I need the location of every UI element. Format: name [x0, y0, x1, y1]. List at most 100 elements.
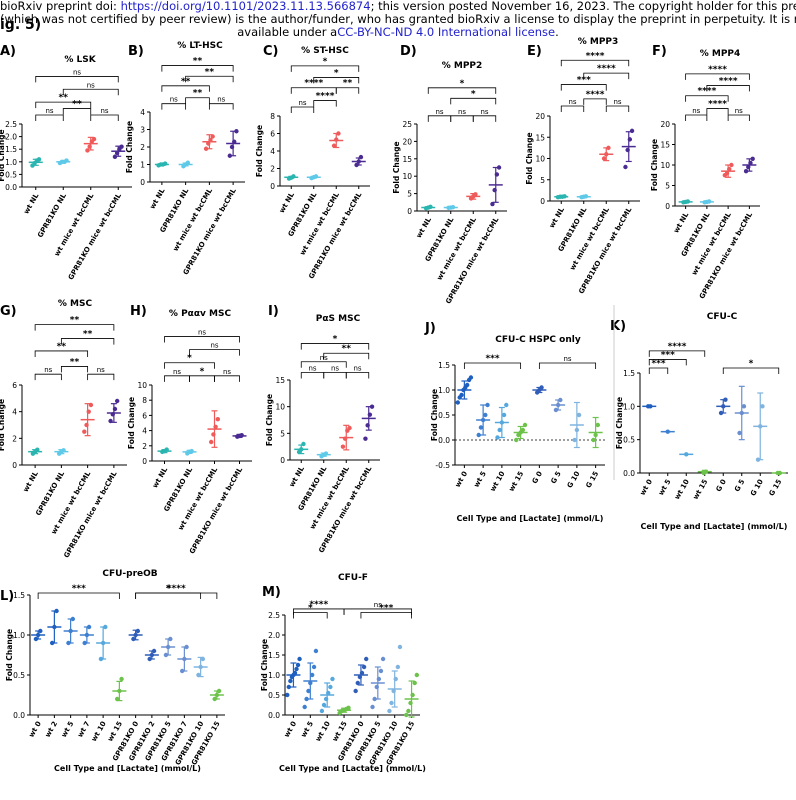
panel-label-F: F) [652, 44, 667, 59]
sig-label-H: * [187, 354, 192, 364]
data-point-H [239, 432, 244, 438]
sig-bracket-M [293, 612, 328, 619]
x-tick-label-L: wt 5 [60, 720, 76, 739]
data-point-M [288, 678, 293, 684]
x-tick-label-M: wt 5 [300, 720, 316, 739]
sig-label-I: ns [308, 365, 316, 373]
sig-label-I: * [333, 335, 338, 345]
data-point-G [86, 409, 91, 414]
sig-label-D: * [471, 89, 476, 99]
data-point-M [330, 676, 335, 682]
y-tick-label-G: 6 [12, 381, 17, 390]
y-axis-label-C: Fold Change [255, 125, 264, 177]
panel-title-H: % Pααv MSC [169, 309, 232, 319]
x-tick-label-L: wt 0 [27, 720, 43, 739]
doi-link[interactable]: https://doi.org/10.1101/2023.11.13.56687… [120, 0, 371, 13]
sig-label-J: ns [563, 355, 571, 363]
data-point-K [755, 457, 761, 462]
sig-bracket-C [335, 87, 360, 94]
data-point-M [380, 656, 386, 662]
x-tick-label-I: wt NL [288, 465, 306, 489]
y-tick-label-F: 20 [660, 120, 670, 129]
y-tick-label-L: 1.5 [13, 591, 25, 600]
sig-label-G: ns [44, 366, 52, 374]
sig-bracket-E [560, 84, 607, 91]
data-point-L [198, 664, 203, 670]
data-point-J [576, 412, 582, 418]
data-point-F [685, 199, 691, 204]
panel-label-H: H) [130, 304, 147, 319]
sig-bracket-A [35, 76, 119, 83]
data-point-I [347, 425, 352, 431]
data-point-A [91, 136, 97, 142]
data-point-B [232, 139, 237, 144]
data-point-J [593, 432, 598, 438]
sig-label-A: ** [59, 93, 69, 103]
data-point-C [313, 174, 319, 179]
data-point-J [595, 422, 601, 428]
x-tick-label-K: G 5 [733, 478, 747, 493]
x-tick-label-G: wt NL [22, 470, 40, 494]
data-point-A [85, 148, 90, 153]
sig-label-E: **** [586, 51, 605, 61]
data-point-J [555, 402, 561, 408]
panel-title-J: CFU-C HSPC only [495, 335, 581, 345]
y-tick-label-H: 2 [142, 442, 147, 451]
y-tick-label-E: 0 [540, 197, 545, 206]
y-axis-label-E: Fold Change [525, 132, 534, 184]
sig-bracket-I [300, 372, 325, 379]
data-point-M [321, 702, 327, 708]
data-point-L [214, 692, 220, 698]
data-point-L [117, 688, 122, 694]
sig-bracket-F [706, 108, 729, 115]
data-point-A [87, 144, 92, 149]
header-line2: (which was not certified by peer review)… [0, 12, 796, 26]
data-point-J [478, 425, 484, 430]
y-tick-label-H: 8 [142, 396, 147, 405]
y-tick-label-M: 1.0 [268, 671, 280, 680]
data-point-J [499, 420, 505, 425]
panel-label-G: G) [0, 304, 17, 319]
x-tick-label-L: wt 2 [44, 720, 60, 739]
data-point-D [450, 204, 456, 210]
data-point-J [483, 412, 488, 418]
sig-bracket-B [161, 65, 234, 72]
sig-bracket-H [189, 349, 240, 356]
y-tick-label-F: 10 [660, 161, 670, 170]
sig-bracket-I [300, 343, 370, 350]
data-point-E [583, 194, 589, 199]
data-point-A [119, 144, 124, 149]
sig-bracket-G [34, 324, 115, 331]
sig-label-K: **** [668, 342, 687, 352]
data-point-B [227, 153, 233, 158]
y-tick-label-I: 0 [280, 456, 285, 465]
y-tick-label-G: 4 [12, 408, 17, 417]
y-tick-label-I: 15 [275, 376, 285, 385]
data-point-E [601, 156, 607, 161]
data-point-G [114, 398, 120, 404]
data-point-L [70, 616, 76, 622]
sig-bracket-E [560, 105, 585, 112]
sig-label-A: ns [100, 107, 108, 115]
sig-label-L: * [166, 584, 171, 594]
sig-bracket-D [472, 115, 497, 122]
data-point-M [414, 672, 420, 678]
sig-bracket-C [313, 100, 337, 107]
data-point-J [553, 407, 559, 413]
panel-title-A: % LSK [64, 55, 96, 65]
sig-label-A: ns [45, 107, 53, 115]
x-tick-label-H: GPR81KO mice wt bcCML [188, 466, 244, 556]
sig-bracket-A [35, 101, 92, 109]
data-point-M [323, 696, 329, 702]
license-link[interactable]: CC-BY-NC-ND 4.0 International license [337, 25, 556, 39]
y-tick-label-K: 1.0 [623, 402, 635, 411]
data-point-G [35, 447, 40, 452]
data-point-B [206, 141, 211, 146]
data-point-D [494, 172, 500, 177]
sig-label-C: ns [298, 99, 306, 107]
data-point-F [729, 162, 734, 168]
x-tick-label-E: wt NL [548, 206, 566, 230]
sig-bracket-D [450, 115, 474, 122]
data-point-B [185, 160, 191, 165]
sig-bracket-E [560, 59, 630, 67]
